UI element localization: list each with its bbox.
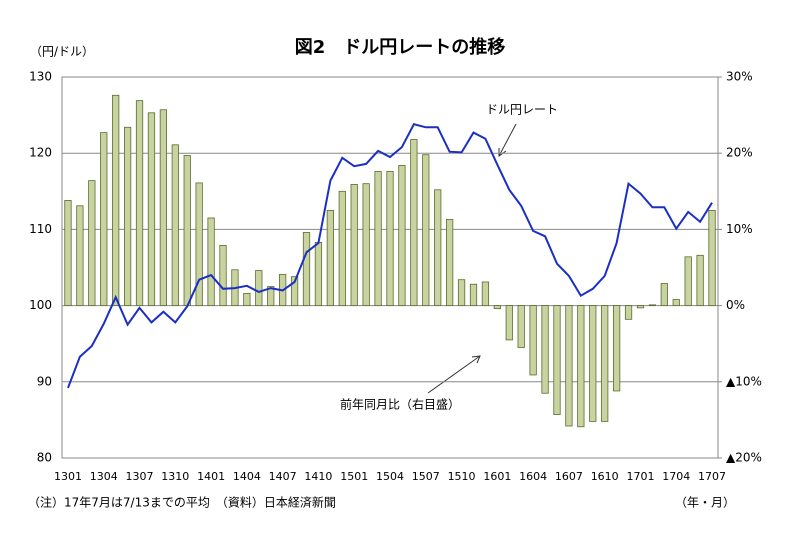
bar: [410, 139, 418, 306]
bar: [374, 171, 382, 307]
y-tick-label: 130: [29, 70, 52, 84]
bar: [171, 144, 179, 306]
bar: [469, 283, 478, 307]
bar: [123, 126, 132, 306]
x-tick-label: 1707: [698, 470, 726, 483]
y-tick-label: 80: [37, 451, 52, 465]
annotation-arrows: [427, 123, 517, 394]
footnote: （注）17年7月は7/13までの平均 （資料）日本経済新聞: [28, 495, 336, 510]
bar: [159, 109, 168, 306]
bar: [481, 281, 490, 306]
bar: [255, 270, 263, 307]
y2-tick-label: ▲20%: [726, 451, 762, 465]
bar: [493, 305, 501, 310]
bar: [505, 305, 513, 341]
bar: [708, 209, 716, 307]
bar: [517, 305, 525, 348]
bar-annotation: 前年同月比（右目盛）: [340, 397, 460, 412]
bar: [565, 305, 573, 427]
bar: [302, 232, 311, 306]
x-tick-label: 1407: [269, 470, 297, 483]
bar: [195, 182, 203, 306]
bar: [219, 245, 227, 306]
bar: [624, 305, 633, 320]
bar: [100, 132, 108, 307]
x-tick-label: 1310: [161, 470, 189, 483]
bar: [147, 112, 156, 306]
y-tick-label: 90: [37, 374, 52, 388]
x-tick-label: 1404: [233, 470, 261, 483]
bar: [386, 171, 394, 307]
bar: [672, 299, 680, 306]
bar: [267, 286, 275, 306]
x-tick-label: 1601: [483, 470, 511, 483]
bar: [696, 254, 704, 306]
bar: [314, 241, 323, 307]
bar: [243, 293, 251, 306]
bar: [135, 100, 144, 306]
x-tick-label: 1501: [340, 470, 368, 483]
x-tick-label: 1607: [555, 470, 583, 483]
y-axis-label: （円/ドル）: [30, 45, 94, 59]
bar: [601, 305, 609, 422]
bar: [64, 200, 72, 306]
bar: [112, 94, 120, 306]
bar: [326, 209, 334, 307]
plot-frame: [61, 76, 719, 459]
x-tick-label: 1304: [90, 470, 118, 483]
y-tick-label: 120: [29, 146, 52, 160]
arrow-head: [471, 355, 481, 364]
line-annotation: ドル円レート: [486, 103, 558, 117]
bar: [660, 283, 668, 307]
bar: [76, 205, 84, 306]
y2-tick-label: 20%: [726, 146, 753, 160]
bar: [290, 276, 299, 307]
bar: [577, 305, 585, 428]
bar: [636, 305, 645, 309]
x-tick-label: 1510: [448, 470, 476, 483]
bar: [648, 304, 657, 307]
bar: [612, 305, 621, 392]
bar: [398, 164, 406, 306]
y2-tick-label: ▲10%: [726, 374, 762, 388]
bar: [529, 305, 537, 376]
x-tick-label: 1504: [376, 470, 404, 483]
bar: [446, 219, 454, 307]
x-tick-label: 1701: [626, 470, 654, 483]
y-tick-label: 100: [29, 298, 52, 312]
arrow: [498, 123, 517, 157]
bar: [457, 279, 466, 306]
bar: [362, 183, 370, 306]
x-tick-label: 1410: [304, 470, 332, 483]
y2-tick-label: 0%: [726, 298, 745, 312]
bar: [88, 180, 96, 307]
y2-tick-label: 10%: [726, 222, 753, 236]
bar: [553, 305, 561, 415]
chart-title: 図2 ドル円レートの推移: [295, 36, 506, 58]
x-tick-label: 1507: [412, 470, 440, 483]
line: [67, 123, 713, 389]
bar: [207, 217, 215, 306]
x-tick-label: 1301: [54, 470, 82, 483]
x-tick-label: 1401: [197, 470, 225, 483]
bar: [589, 305, 597, 422]
bar: [183, 155, 191, 306]
bar: [338, 190, 346, 307]
arrow: [427, 355, 481, 394]
bar: [434, 189, 442, 306]
bar: [684, 256, 692, 307]
bar: [350, 184, 358, 306]
y2-tick-label: 30%: [726, 70, 753, 84]
x-tick-label: 1604: [519, 470, 547, 483]
x-tick-label: 1704: [662, 470, 690, 483]
y-tick-label: 110: [29, 222, 52, 236]
x-tick-label: 1610: [591, 470, 619, 483]
bar: [541, 305, 549, 394]
x-tick-label: 1307: [126, 470, 154, 483]
x-axis-label: （年・月）: [675, 496, 735, 510]
bar: [422, 154, 430, 307]
arrow-head: [498, 148, 507, 157]
